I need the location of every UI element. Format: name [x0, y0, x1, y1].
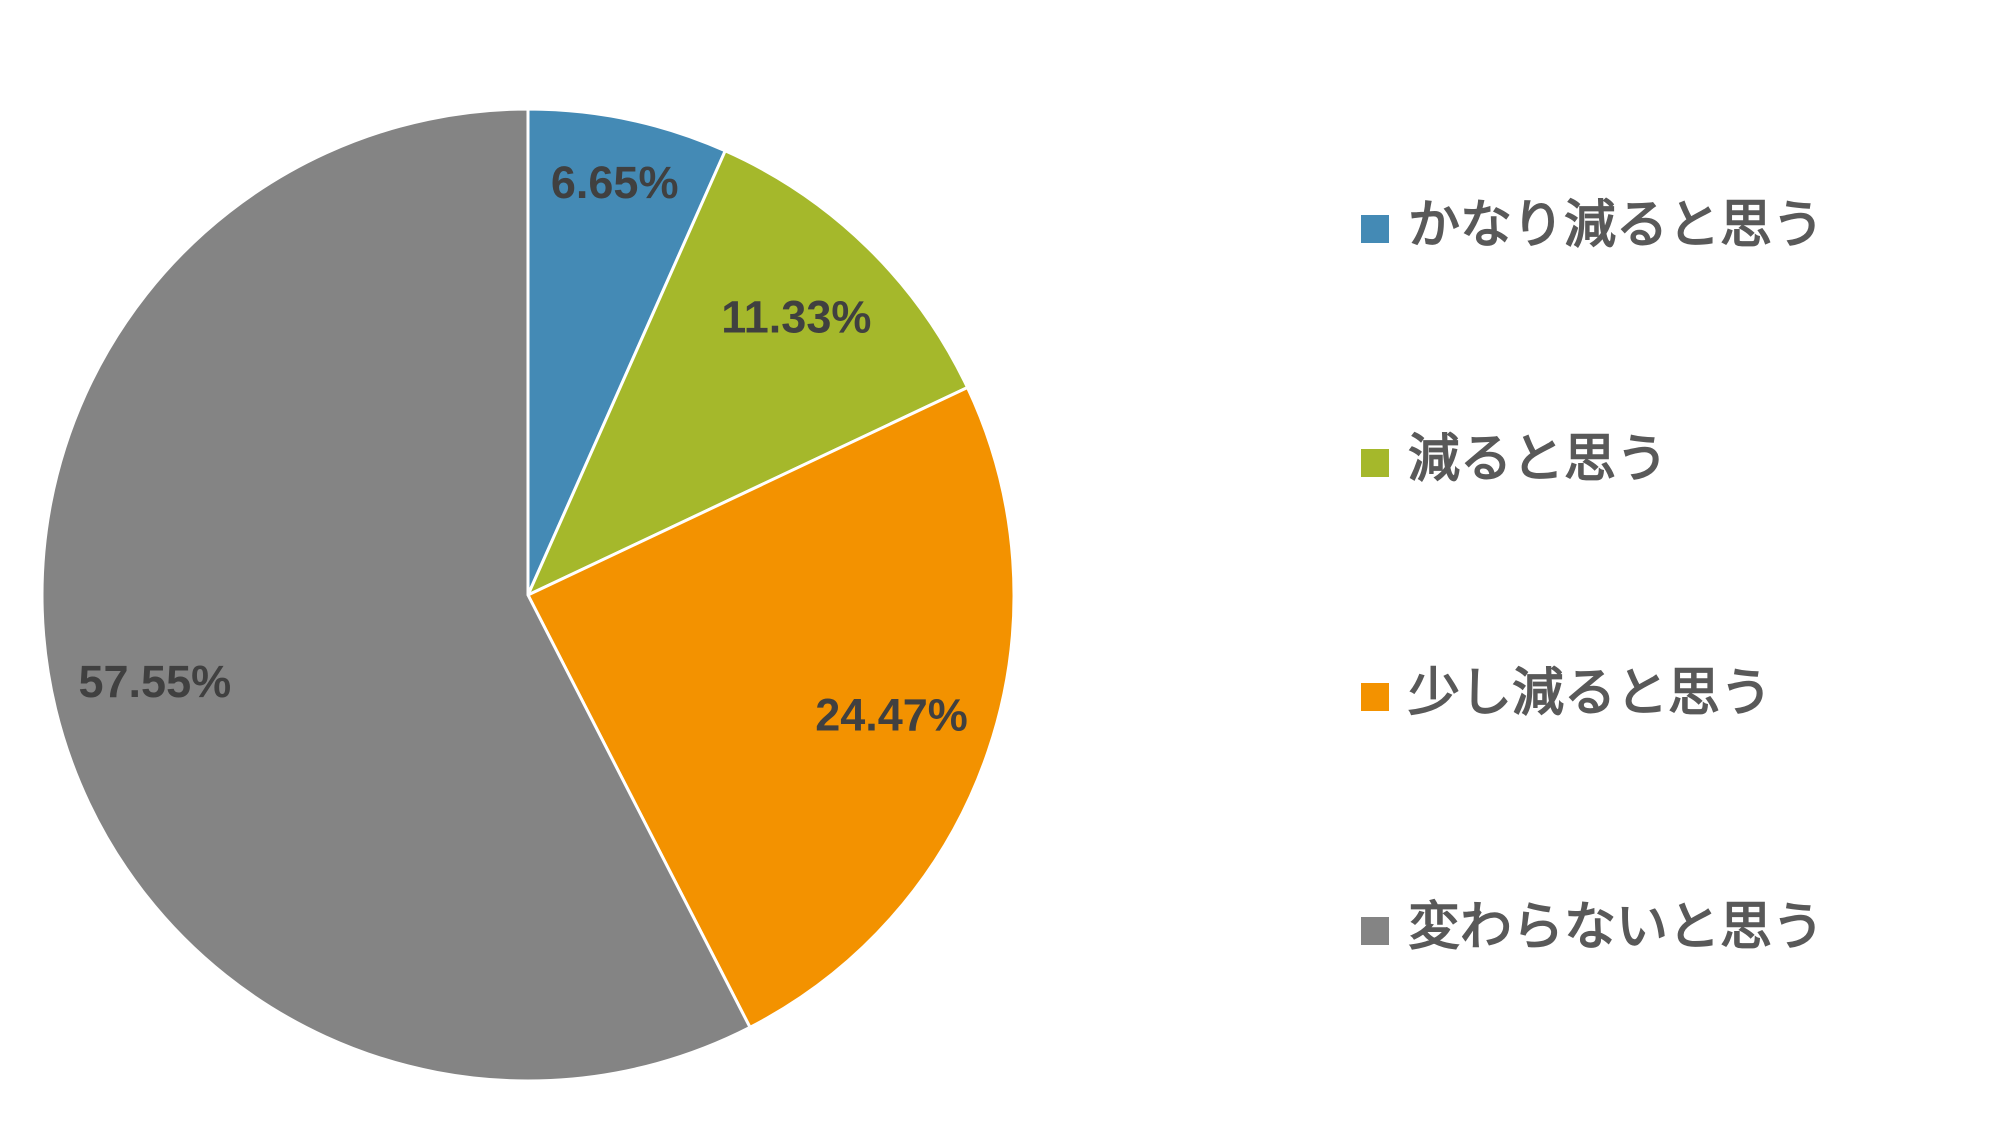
legend-label: かなり減ると思う: [1408, 197, 1824, 255]
data-label: 11.33%: [721, 291, 871, 342]
legend-swatch: [1361, 683, 1389, 711]
legend-label: 少し減ると思う: [1408, 665, 1772, 723]
legend-label: 減ると思う: [1408, 431, 1668, 489]
pie-slice: [526, 107, 728, 596]
legend-swatch: [1361, 917, 1389, 945]
pie-slice: [40, 107, 753, 1083]
legend-swatch: [1361, 449, 1389, 477]
pie-slice: [524, 148, 970, 599]
pie-slice: [525, 385, 1016, 1030]
data-label: 6.65%: [551, 157, 679, 208]
data-label: 24.47%: [815, 689, 968, 740]
legend-label: 変わらないと思う: [1408, 899, 1824, 957]
legend-swatch: [1361, 215, 1389, 243]
data-label: 57.55%: [78, 656, 231, 707]
